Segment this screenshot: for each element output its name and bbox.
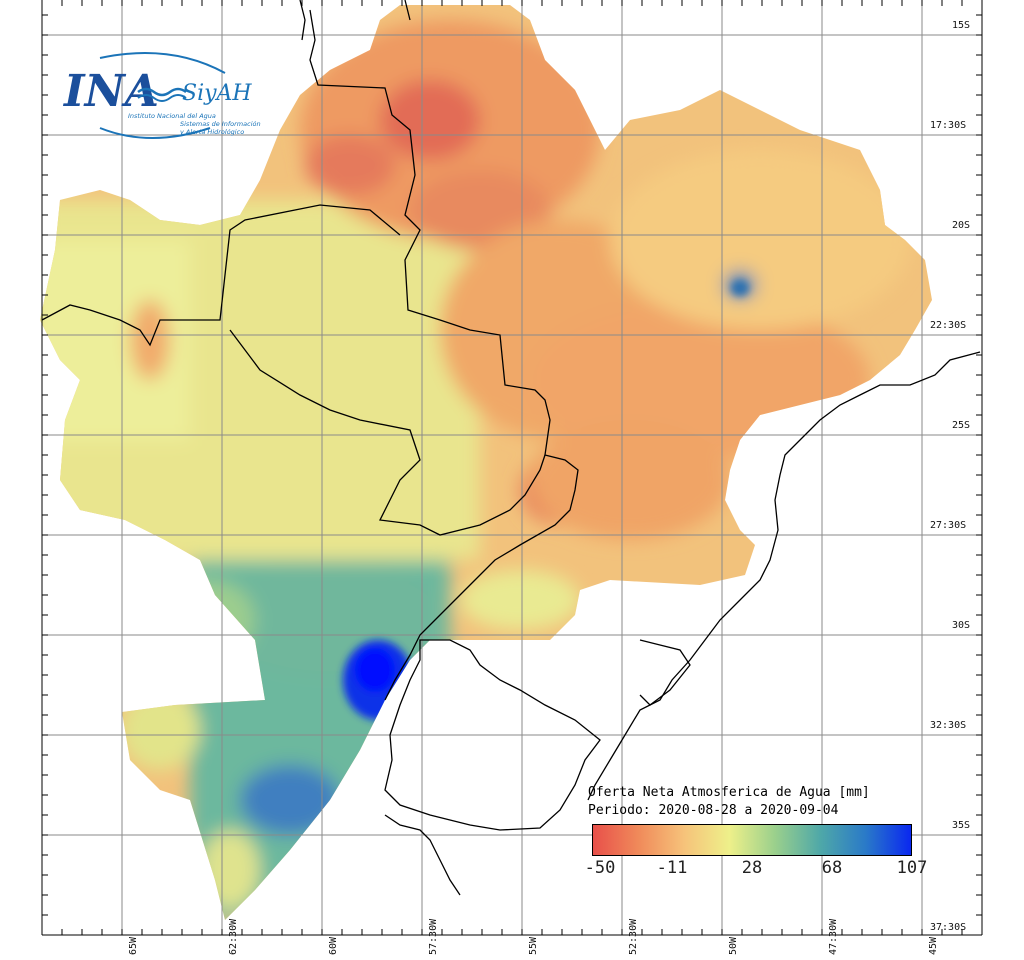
lon-label: 45W — [928, 936, 939, 955]
logo-tagline-2: y Alerta Hidrológico — [179, 128, 244, 136]
lon-label: 57:30W — [428, 918, 439, 955]
lat-label: 35S — [952, 820, 970, 831]
map-frame — [41, 0, 983, 936]
lon-labels: 65W 62:30W 60W 57:30W 55W 52:30W 50W 47:… — [128, 918, 939, 955]
logo-subtitle: Instituto Nacional del Agua — [128, 112, 216, 120]
lat-label: 20S — [952, 220, 970, 231]
legend-title: Oferta Neta Atmosferica de Agua [mm] Per… — [588, 784, 870, 820]
graticule — [42, 0, 982, 935]
colorbar-tick: 107 — [896, 858, 928, 878]
lon-label: 55W — [528, 936, 539, 955]
logo-ina-text: INA — [62, 66, 159, 117]
colorbar — [592, 824, 912, 856]
ina-siyah-logo: INA SiyAH Instituto Nacional del Agua Si… — [62, 52, 261, 139]
lat-label: 25S — [952, 420, 970, 431]
lat-label: 22:30S — [930, 320, 966, 331]
lat-label: 17:30S — [930, 120, 966, 131]
colorbar-tick: 28 — [741, 858, 763, 878]
lon-label: 65W — [128, 936, 139, 955]
lat-label: 27:30S — [930, 520, 966, 531]
colorbar-tick: -50 — [584, 858, 616, 878]
colorbar-tick: 68 — [821, 858, 843, 878]
lon-label: 50W — [728, 936, 739, 955]
lat-label: 32:30S — [930, 720, 966, 731]
logo-siyah-text: SiyAH — [182, 81, 252, 106]
legend-period: Periodo: 2020-08-28 a 2020-09-04 — [588, 803, 839, 818]
colorbar-tick: -11 — [656, 858, 688, 878]
lat-label: 37:30S — [930, 922, 966, 933]
legend-title-line-1: Oferta Neta Atmosferica de Agua [mm] — [588, 785, 870, 800]
lon-label: 60W — [328, 936, 339, 955]
lon-label: 47:30W — [828, 918, 839, 955]
lon-label: 52:30W — [628, 918, 639, 955]
lon-label: 62:30W — [228, 918, 239, 955]
lat-label: 30S — [952, 620, 970, 631]
lat-label: 15S — [952, 20, 970, 31]
logo-tagline-1: Sistemas de Información — [180, 120, 261, 128]
colorbar-labels: -50 -11 28 68 107 — [560, 858, 960, 878]
country-borders — [41, 0, 981, 896]
lat-labels: 15S 17:30S 20S 22:30S 25S 27:30S 30S 32:… — [930, 20, 970, 933]
